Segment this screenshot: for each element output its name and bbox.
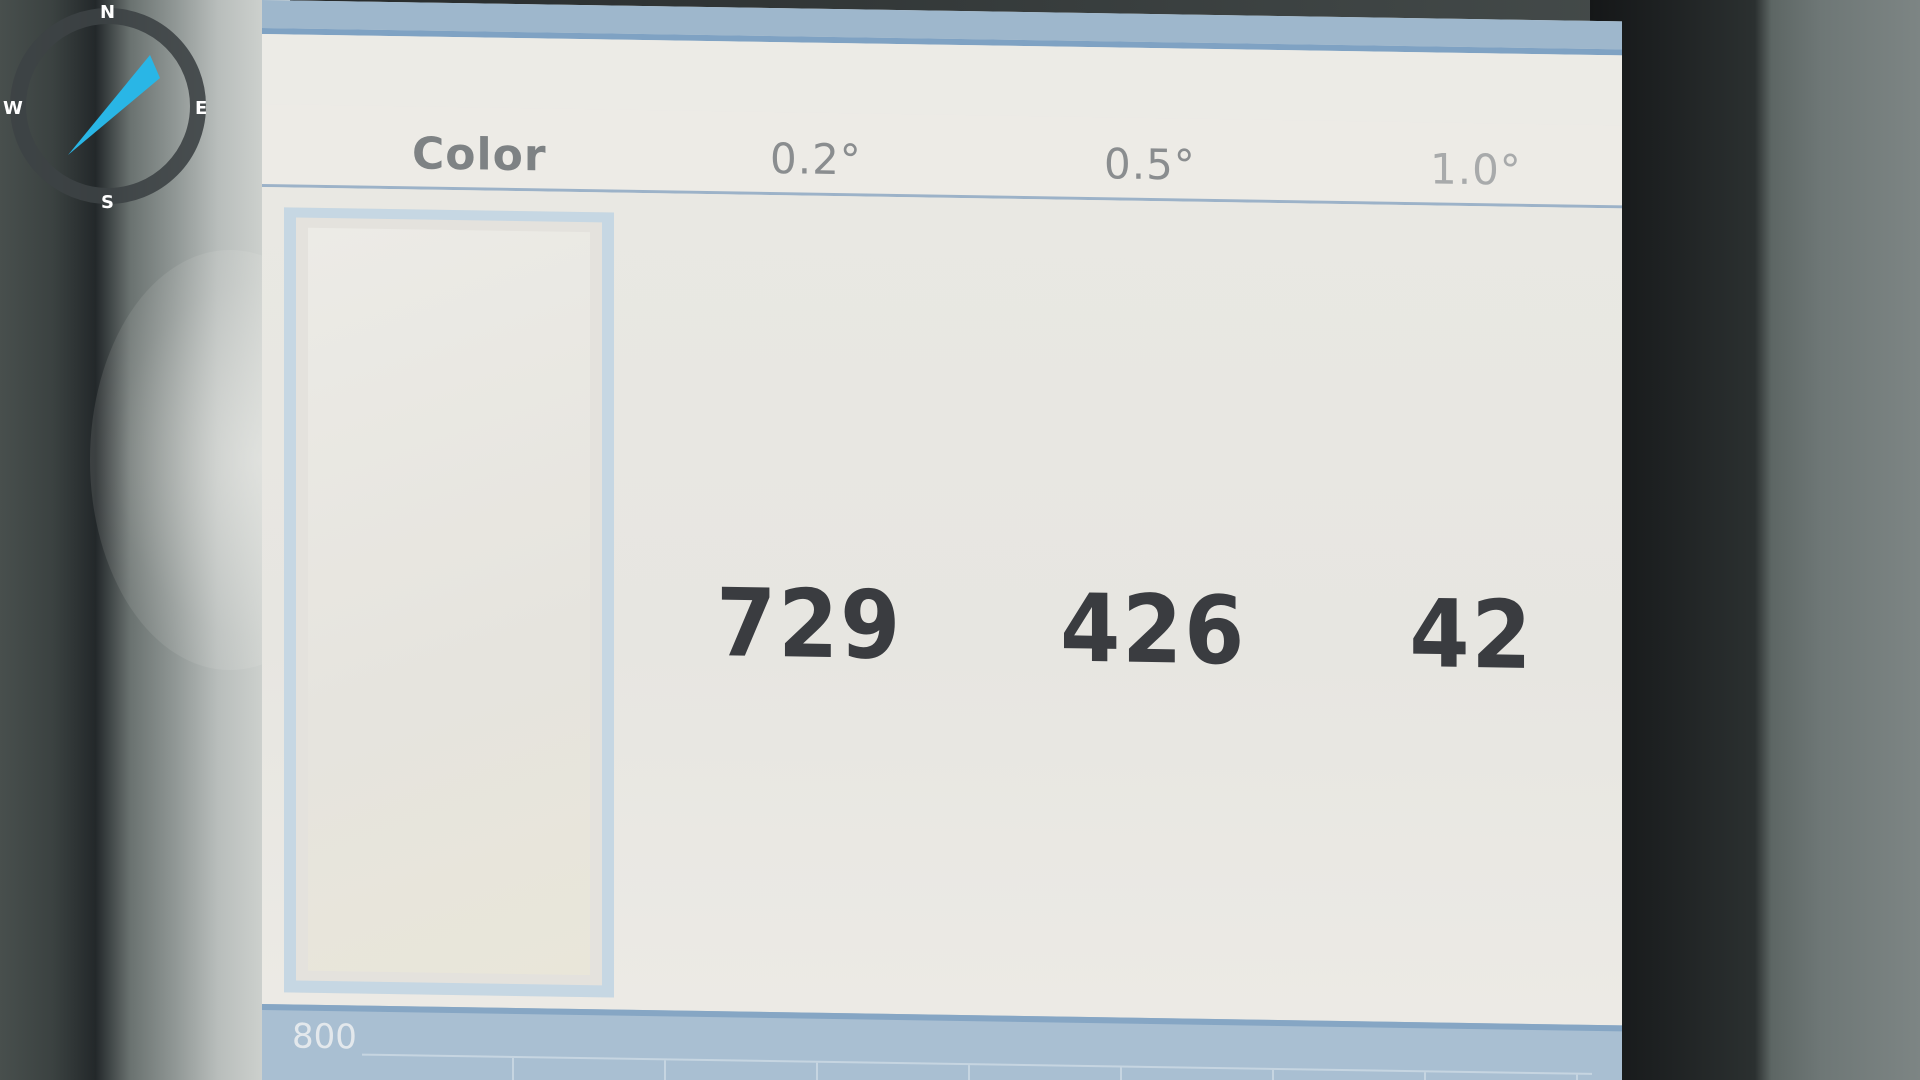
- device-bezel-right: [1590, 0, 1920, 1080]
- compass-icon: [10, 8, 206, 204]
- device-screen: Color 0.2° 0.5° 1.0° 729 426 42 800: [262, 0, 1622, 1080]
- column-header-0-2-deg: 0.2°: [770, 133, 862, 185]
- color-swatch: [284, 207, 614, 998]
- compass-widget[interactable]: N S W E: [0, 0, 220, 220]
- column-header-color: Color: [412, 128, 547, 182]
- compass-east-label: E: [195, 98, 208, 119]
- value-0-5-deg: 426: [1060, 574, 1247, 687]
- compass-west-label: W: [3, 98, 23, 119]
- value-1-0-deg: 42: [1409, 580, 1534, 691]
- compass-needle-icon: [68, 55, 160, 155]
- color-swatch-fill: [308, 227, 590, 976]
- table-body: 729 426 42: [262, 187, 1622, 1029]
- compass-north-label: N: [100, 2, 116, 23]
- bottom-chart-axis-label: 800: [292, 1016, 357, 1058]
- value-0-2-deg: 729: [716, 569, 903, 682]
- column-header-1-0-deg: 1.0°: [1430, 144, 1522, 195]
- bottom-chart-grid: [362, 1053, 1592, 1080]
- compass-south-label: S: [101, 192, 114, 213]
- column-header-0-5-deg: 0.5°: [1104, 139, 1196, 190]
